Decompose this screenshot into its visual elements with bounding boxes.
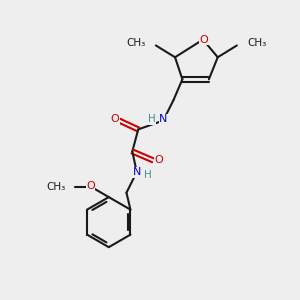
Text: N: N [133,167,141,177]
Text: O: O [199,34,208,45]
Text: H: H [144,170,152,180]
Text: N: N [159,114,167,124]
Text: CH₃: CH₃ [247,38,266,47]
Text: O: O [110,114,119,124]
Text: CH₃: CH₃ [47,182,66,192]
Text: O: O [86,181,95,191]
Text: CH₃: CH₃ [126,38,146,47]
Text: O: O [154,155,163,165]
Text: H: H [148,114,156,124]
